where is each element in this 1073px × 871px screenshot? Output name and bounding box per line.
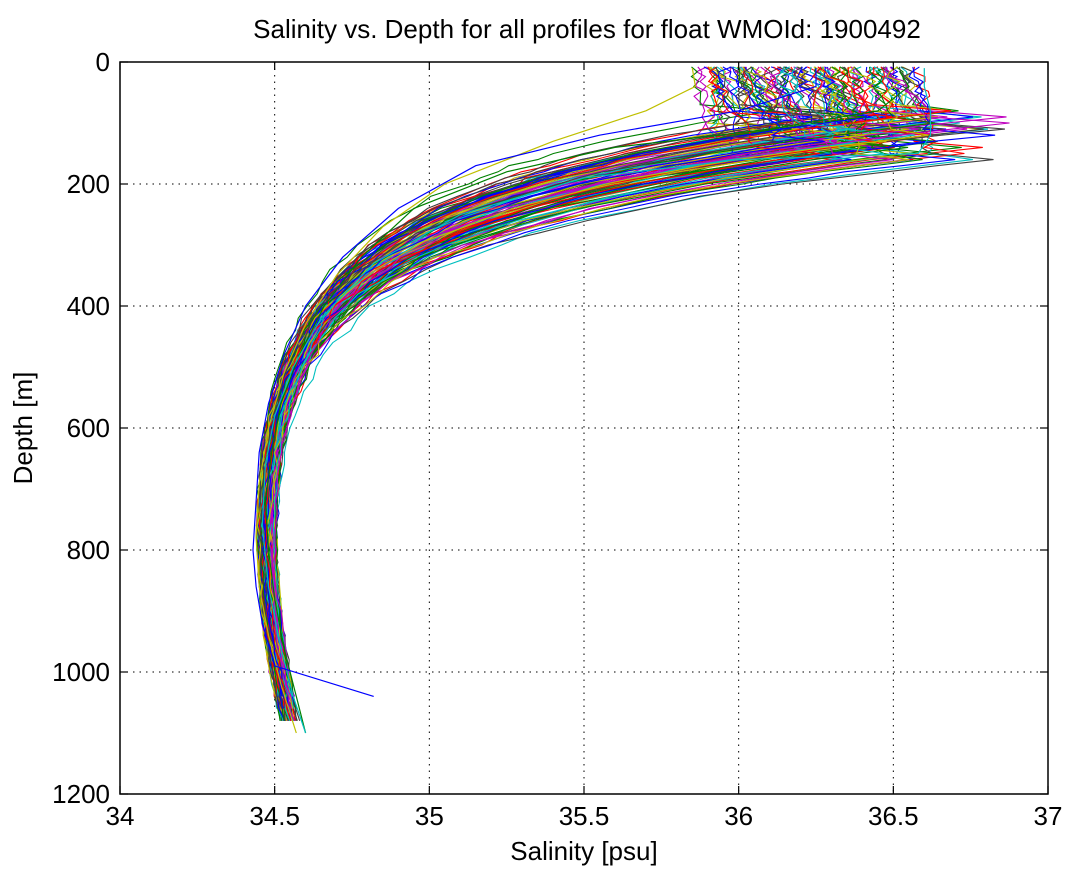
profile-line-highlight xyxy=(261,68,932,734)
x-tick-label: 34 xyxy=(106,801,135,831)
profile-line xyxy=(270,66,865,709)
y-axis-label: Depth [m] xyxy=(8,372,38,485)
profile-line-highlight xyxy=(252,68,817,697)
chart-title: Salinity vs. Depth for all profiles for … xyxy=(253,14,921,44)
profile-line xyxy=(273,66,1010,697)
y-tick-label: 1000 xyxy=(52,657,110,687)
profile-line xyxy=(272,66,853,697)
x-tick-label: 37 xyxy=(1034,801,1063,831)
profile-line xyxy=(264,66,884,721)
x-tick-label: 34.5 xyxy=(249,801,300,831)
y-tick-label: 400 xyxy=(67,291,110,321)
x-tick-label: 35 xyxy=(415,801,444,831)
profile-line xyxy=(259,66,777,709)
profile-line-highlight xyxy=(264,70,910,734)
profile-line xyxy=(260,66,935,721)
y-tick-label: 800 xyxy=(67,535,110,565)
profile-line xyxy=(256,66,929,697)
x-tick-label: 35.5 xyxy=(559,801,610,831)
y-tick-label: 200 xyxy=(67,169,110,199)
profile-line-highlight xyxy=(255,67,697,734)
profile-line xyxy=(259,66,751,709)
profile-line xyxy=(262,66,825,709)
y-tick-label: 1200 xyxy=(52,779,110,809)
profile-lines xyxy=(252,66,1010,734)
profile-line xyxy=(257,66,896,709)
y-tick-label: 0 xyxy=(96,47,110,77)
x-tick-label: 36.5 xyxy=(868,801,919,831)
x-axis-label: Salinity [psu] xyxy=(510,836,657,866)
y-tick-label: 600 xyxy=(67,413,110,443)
axis-ticks: 34 34.5 35 35.5 36 36.5 37 0 200 400 600 800 1000 120… xyxy=(52,47,1062,831)
x-tick-label: 36 xyxy=(724,801,753,831)
